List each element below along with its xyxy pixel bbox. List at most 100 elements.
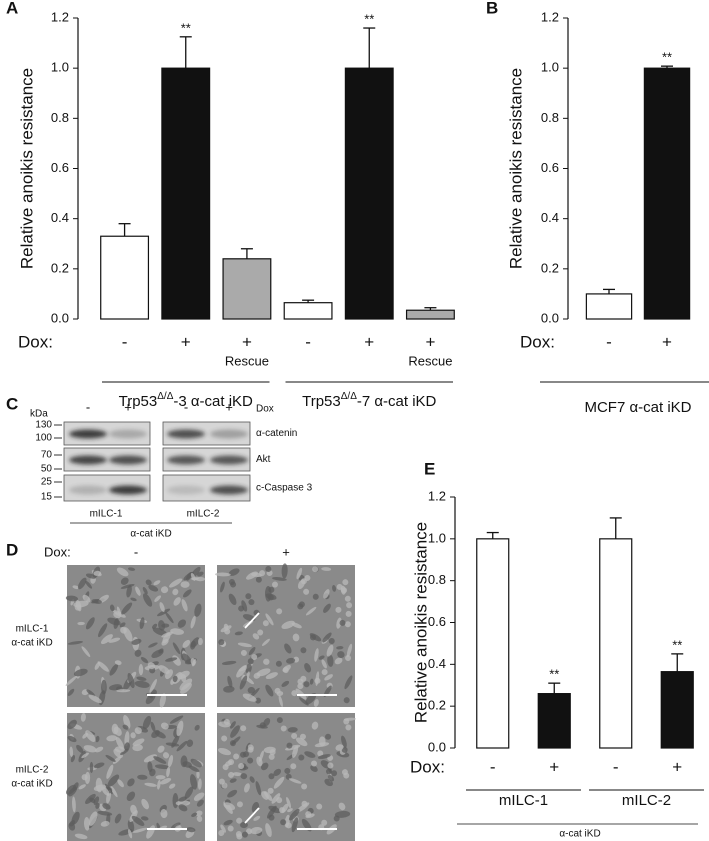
cell (71, 811, 80, 825)
cell (144, 782, 157, 787)
y-tick-label: 0.2 (428, 698, 446, 713)
cell (182, 589, 192, 598)
cell (190, 640, 196, 650)
cell (346, 643, 353, 658)
cell (241, 831, 248, 838)
cell (248, 599, 255, 606)
cell (292, 633, 300, 642)
cell (321, 659, 327, 669)
cell (303, 681, 310, 688)
cell (132, 744, 143, 752)
cell (120, 626, 127, 634)
y-tick-label: 0.6 (428, 614, 446, 629)
cell (160, 809, 168, 819)
cell (279, 807, 286, 814)
bar (283, 302, 333, 320)
significance: ** (662, 50, 672, 65)
blot-strip (63, 421, 151, 446)
cell (255, 576, 262, 583)
cell (223, 802, 236, 811)
cell (82, 594, 91, 603)
protein-label: c-Caspase 3 (256, 483, 313, 494)
kda-label: kDa (30, 409, 48, 420)
cell (141, 798, 150, 810)
cell (178, 796, 187, 802)
cell (97, 661, 109, 672)
cell (195, 810, 203, 817)
cell (74, 604, 81, 611)
cell (301, 783, 308, 790)
cell (241, 600, 248, 612)
x-tick-label: - (122, 332, 128, 351)
cell (114, 746, 125, 753)
cell (287, 727, 298, 733)
group-rest: -3 α-cat iKD (173, 393, 253, 410)
cell (343, 697, 350, 704)
cell (197, 778, 202, 790)
cell (288, 778, 302, 784)
cell (132, 738, 145, 747)
cell (130, 597, 137, 602)
cell (77, 577, 87, 590)
y-tick-label: 0.6 (541, 160, 559, 175)
cell (228, 568, 240, 576)
cell (160, 586, 169, 594)
cell (276, 691, 284, 697)
cell (112, 756, 122, 764)
cell (159, 602, 165, 612)
cell (84, 771, 91, 785)
blot-band (69, 455, 107, 465)
cell (107, 774, 120, 787)
cell (218, 639, 225, 646)
group-sup: Δ/Δ (341, 391, 357, 402)
cell (240, 773, 248, 780)
cell (83, 816, 90, 831)
cell (101, 786, 110, 796)
cell (190, 758, 202, 768)
lane-label: - (184, 399, 188, 414)
cell (93, 570, 102, 576)
dox-label: Dox (256, 404, 274, 415)
cell (157, 779, 161, 790)
x-tick-label: + (364, 332, 374, 351)
y-tick-label: 0.0 (541, 310, 559, 325)
cell (126, 791, 136, 802)
cell (335, 744, 344, 751)
cell (113, 748, 123, 758)
cell (158, 648, 164, 654)
y-tick-label: 0.8 (541, 110, 559, 125)
cell (194, 724, 200, 731)
cell (230, 725, 240, 738)
cell (255, 781, 262, 796)
cell (162, 752, 170, 759)
cell (130, 732, 136, 739)
group-label: Trp53Δ/Δ-7 α-cat iKD (302, 391, 436, 410)
cell (221, 660, 237, 665)
cell (159, 693, 166, 708)
cell (240, 821, 248, 829)
cell (343, 772, 350, 779)
y-tick-label: 0.8 (428, 572, 446, 587)
cell (230, 581, 237, 588)
cell (244, 783, 250, 793)
cell (83, 745, 97, 753)
y-tick-label: 1.2 (51, 9, 69, 24)
y-tick-label: 0.0 (51, 310, 69, 325)
cell (147, 662, 156, 670)
y-tick-label: 1.0 (541, 60, 559, 75)
cell (257, 629, 264, 636)
group-name: MCF7 α-cat iKD (584, 399, 691, 416)
cell (341, 735, 347, 748)
cell (177, 619, 186, 628)
cell (168, 754, 174, 768)
cell (265, 613, 274, 626)
cell (181, 653, 192, 664)
panel-letter: D (6, 540, 18, 559)
cell (296, 567, 303, 580)
cell (72, 782, 79, 791)
bar (585, 293, 633, 320)
cell (260, 762, 269, 771)
cell (88, 811, 98, 826)
protein-label: α-catenin (256, 428, 297, 439)
cell (171, 822, 181, 829)
